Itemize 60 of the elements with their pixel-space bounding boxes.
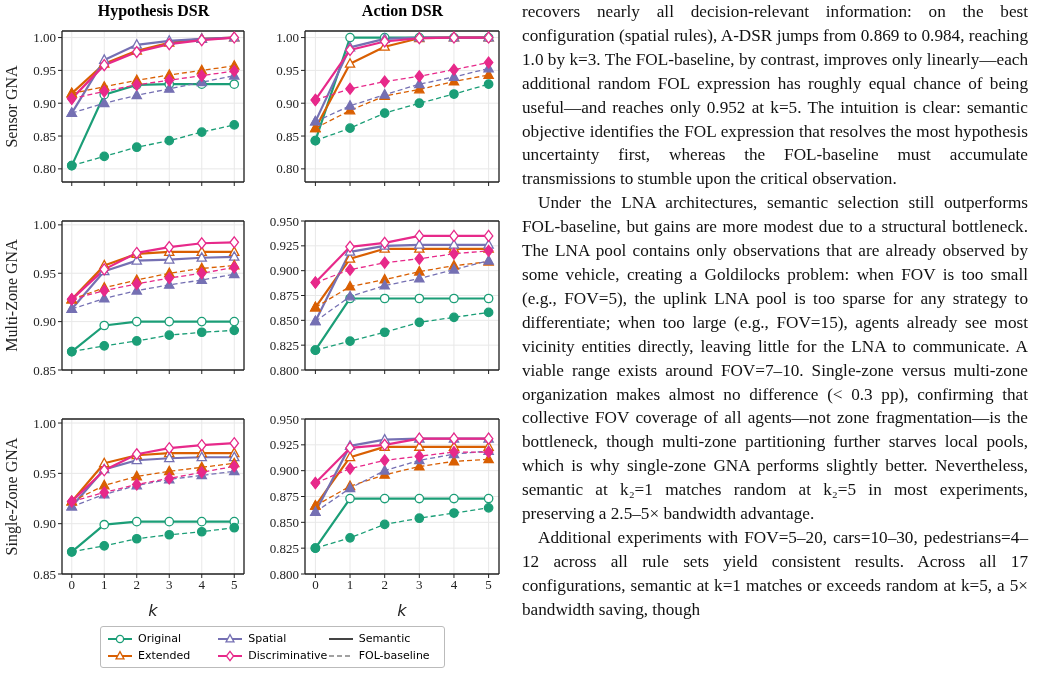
x-tick-label: 1 [101, 577, 108, 593]
y-tick-label: 0.90 [33, 314, 56, 330]
x-tick-label: 5 [231, 577, 238, 593]
y-tick-label: 0.95 [276, 63, 299, 79]
x-tick-label: 5 [485, 577, 492, 593]
y-tick-label: 0.800 [269, 566, 299, 582]
x-tick-label: 0 [68, 577, 75, 593]
y-tick-label: 0.825 [269, 337, 299, 353]
y-tick-label: 0.95 [33, 265, 56, 281]
x-tick-label: 0 [312, 577, 319, 593]
y-tick-label: 1.00 [33, 415, 56, 431]
x-tick-label: 3 [166, 577, 173, 593]
legend-label: Semantic [358, 632, 411, 645]
y-tick-label: 0.85 [33, 128, 56, 144]
y-tick-label: 0.95 [33, 63, 56, 79]
y-tick-label: 0.925 [269, 437, 299, 453]
text: Under the LNA architectures, semantic selection still outperforms FOL-baseline, but gains are more modest due to a structural bottleneck. The LNA pool contains only observations that are already observed by some vehicle, creating a Goldilocks problem: when FOV is too small (e.g., FOV=5), the uplink LNA pool is too sparse for any strategy to differentiate; when too large (e.g., FOV=15), agents already see most vicinity entities directly, leaving little for the LNA to communicate. A viable range exists around FOV=7–10. Single-zone versus multi-zone organization makes almost no difference (< 0.3 pp), confirming that collective FOV coverage of all agents—not zone fragmentation—is the bottleneck, though multi-zone partitioning further starves local pools, which is why single-zone GNA performs slightly better. Nevertheless, semantic at k₂=1 matches random at k₂=5 in most experiments, preserving a 2.5–5× bandwidth advantage. [522, 193, 1028, 524]
x-axis-title: k [397, 601, 408, 620]
x-tick-label: 3 [416, 577, 423, 593]
y-tick-label: 0.85 [276, 128, 299, 144]
y-tick-label: 0.950 [269, 411, 299, 427]
chart-title: Action DSR [360, 2, 445, 20]
x-tick-label: 1 [346, 577, 354, 593]
y-tick-label: 0.90 [33, 516, 56, 532]
y-tick-label: 0.925 [269, 238, 299, 254]
y-tick-label: 1.00 [33, 217, 56, 233]
chart-title: Hypothesis DSR [96, 2, 211, 20]
x-tick-label: 2 [133, 577, 140, 593]
y-tick-label: 0.90 [276, 95, 299, 111]
y-tick-label: 0.900 [269, 463, 299, 479]
y-tick-label: 1.00 [276, 30, 299, 46]
y-tick-label: 0.85 [33, 362, 56, 378]
y-tick-label: 0.800 [269, 362, 299, 378]
legend-label: Discriminative [248, 649, 328, 662]
text: recovers nearly all decision-relevant information: on the best configuration (spatial rules), A-DSR jumps from 0.869 to 0.984, reaching 1.0 by k=3. The FOL-baseline, by contrast, improves only linearly—each additional random FOL expression has roughly equal chance of being useful—and reaches only 0.952 at k=5. The intuition is clear: semantic objective identifies the FOL expression that resolves the most hypothesis uncertainty first, whereas the FOL-baseline must accumulate transmissions to stumble upon the critical observation. [522, 1, 1028, 191]
x-tick-label: 2 [381, 577, 388, 593]
y-axis-title: Sensor GNA [2, 64, 20, 148]
y-axis-title: Single-Zone GNA [2, 437, 21, 556]
legend-label: Extended [138, 649, 191, 662]
y-tick-label: 1.00 [33, 30, 56, 46]
legend-label: FOL-baseline [358, 649, 430, 662]
x-axis-title: k [148, 601, 159, 620]
text: Additional experiments with FOV=5–20, cars=10–30, pedestrians=4–12 across all rule sets yield consistent results. Across all 17 configurations, semantic at k=1 matches or exceeds random at k=5, a 5× bandwidth saving, though [522, 526, 1028, 621]
x-tick-label: 4 [198, 577, 206, 593]
y-tick-label: 0.90 [33, 95, 56, 111]
y-tick-label: 0.950 [269, 213, 299, 229]
y-tick-label: 0.85 [33, 566, 56, 582]
y-tick-label: 0.875 [269, 489, 299, 505]
y-tick-label: 0.850 [269, 514, 299, 530]
y-tick-label: 0.825 [269, 540, 299, 556]
legend-label: Spatial [248, 632, 287, 645]
y-tick-label: 0.80 [276, 161, 299, 177]
y-tick-label: 0.875 [269, 288, 299, 304]
y-axis-title: Multi-Zone GNA [2, 238, 20, 352]
y-tick-label: 0.850 [269, 312, 299, 328]
y-tick-label: 0.900 [269, 263, 299, 279]
y-tick-label: 0.95 [33, 465, 56, 481]
legend-label: Original [138, 632, 182, 645]
y-tick-label: 0.80 [33, 161, 56, 177]
x-tick-label: 4 [450, 577, 458, 593]
